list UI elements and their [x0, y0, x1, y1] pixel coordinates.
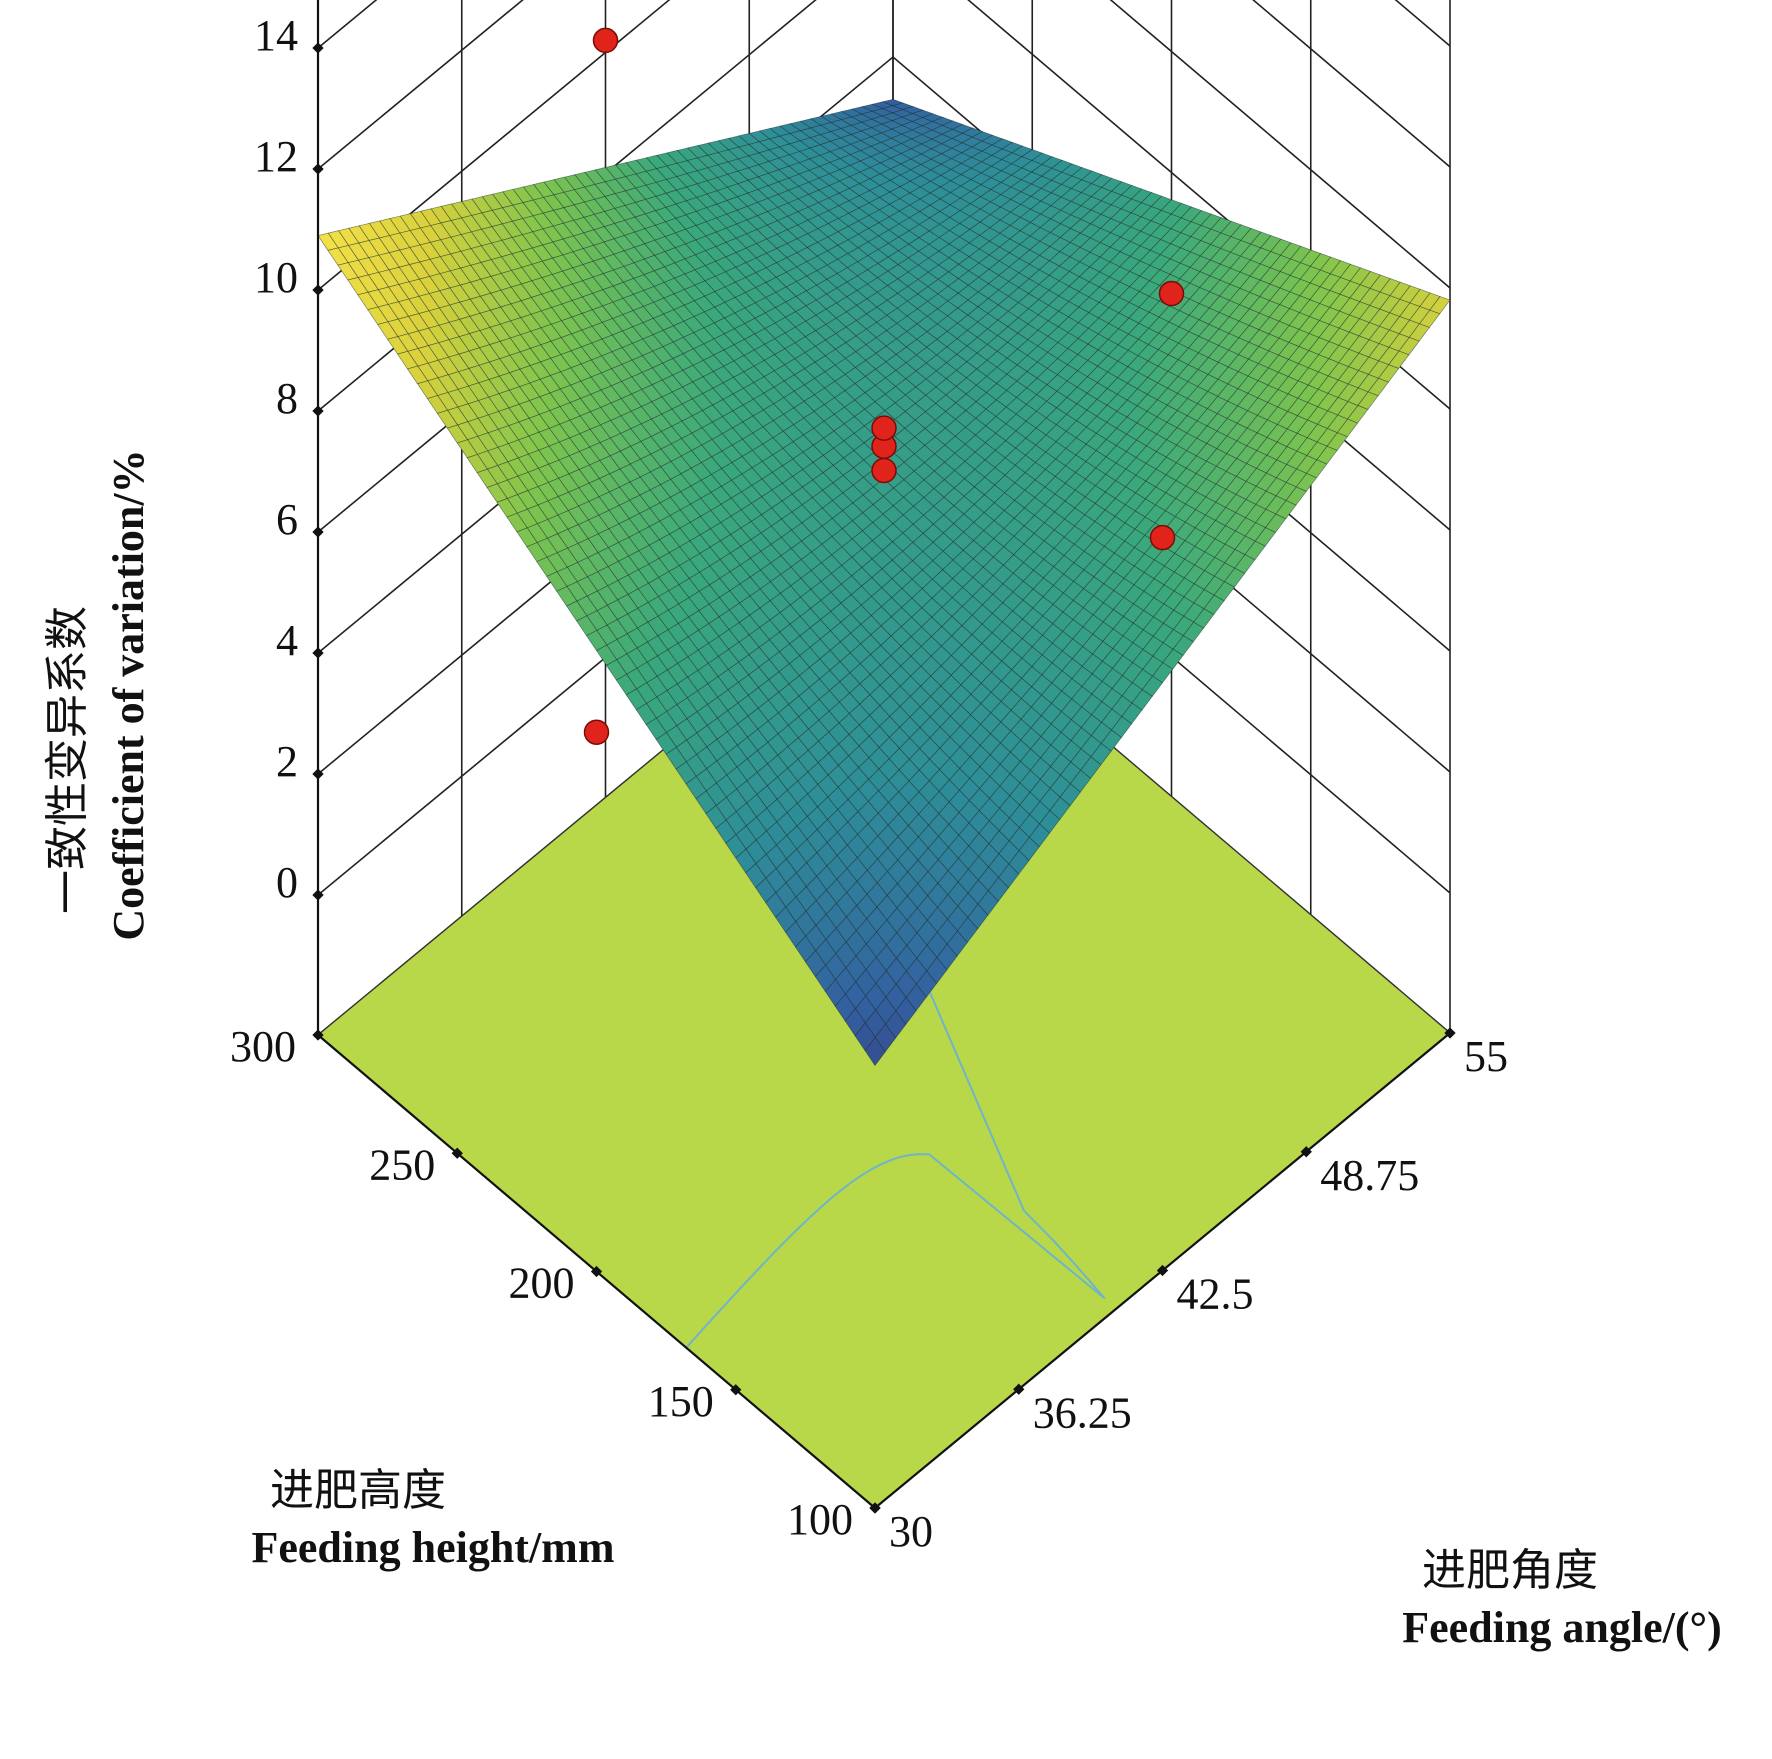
design-points [583, 27, 1185, 745]
x-tick-label: 300 [230, 1022, 296, 1071]
wall-gridline [317, 0, 1451, 170]
y-tick-label: 48.75 [1320, 1151, 1419, 1200]
x-tick-label: 250 [369, 1140, 435, 1189]
y-axis-title: 进肥角度 Feeding angle/(°) [1402, 1545, 1721, 1652]
y-tick-mark [1300, 1146, 1312, 1158]
z-tick-label: 6 [276, 495, 298, 544]
z-axis-title-cn: 一致性变异系数 [42, 606, 93, 914]
z-tick-mark [312, 42, 324, 54]
y-tick-mark [1156, 1264, 1169, 1277]
z-tick-label: 8 [276, 374, 298, 423]
y-tick-mark [1013, 1383, 1025, 1395]
x-tick-mark [590, 1265, 603, 1278]
z-tick-mark [312, 405, 324, 417]
z-tick-label: 2 [276, 737, 298, 786]
y-axis-title-cn: 进肥角度 [1422, 1545, 1598, 1596]
x-tick-label: 150 [648, 1377, 714, 1426]
z-tick-mark [312, 647, 324, 659]
z-tick-label: 0 [276, 858, 298, 907]
z-axis-title: 一致性变异系数 Coefficient of variation/% [42, 449, 153, 940]
design-point [1158, 280, 1185, 307]
tick-labels: 02468101214161001502002503003036.2542.54… [230, 11, 1508, 1556]
z-tick-mark [312, 526, 324, 538]
y-tick-label: 55 [1464, 1032, 1508, 1081]
design-point [871, 457, 897, 484]
design-point [1149, 524, 1176, 551]
design-point [583, 719, 610, 745]
surface-cell [864, 1036, 886, 1067]
response-surface [317, 98, 1451, 1067]
z-tick-label: 12 [254, 132, 298, 181]
z-tick-label: 4 [276, 616, 298, 665]
y-tick-label: 36.25 [1033, 1388, 1132, 1437]
x-axis-title: 进肥高度 Feeding height/mm [252, 1465, 615, 1572]
z-tick-mark [312, 889, 324, 901]
z-tick-label: 14 [254, 11, 298, 60]
x-tick-label: 100 [787, 1495, 853, 1544]
design-point [592, 27, 619, 54]
x-tick-mark [730, 1384, 742, 1396]
wall-gridline [317, 0, 1451, 291]
y-tick-label: 42.5 [1177, 1270, 1254, 1319]
y-tick-mark [869, 1502, 881, 1514]
y-axis-title-en: Feeding angle/(°) [1402, 1603, 1721, 1652]
x-tick-mark [451, 1147, 463, 1159]
z-axis-title-en: Coefficient of variation/% [104, 449, 153, 940]
y-tick-label: 30 [889, 1507, 933, 1556]
design-point [871, 415, 897, 441]
x-tick-mark [312, 1029, 324, 1041]
y-tick-mark [1444, 1027, 1456, 1039]
x-axis-title-en: Feeding height/mm [252, 1523, 615, 1572]
z-tick-label: 10 [254, 253, 298, 302]
z-tick-mark [312, 284, 324, 296]
x-tick-label: 200 [509, 1259, 575, 1308]
z-tick-mark [312, 768, 324, 780]
z-tick-mark [312, 163, 324, 175]
axes [312, 0, 1456, 1514]
x-axis-title-cn: 进肥高度 [270, 1465, 446, 1516]
